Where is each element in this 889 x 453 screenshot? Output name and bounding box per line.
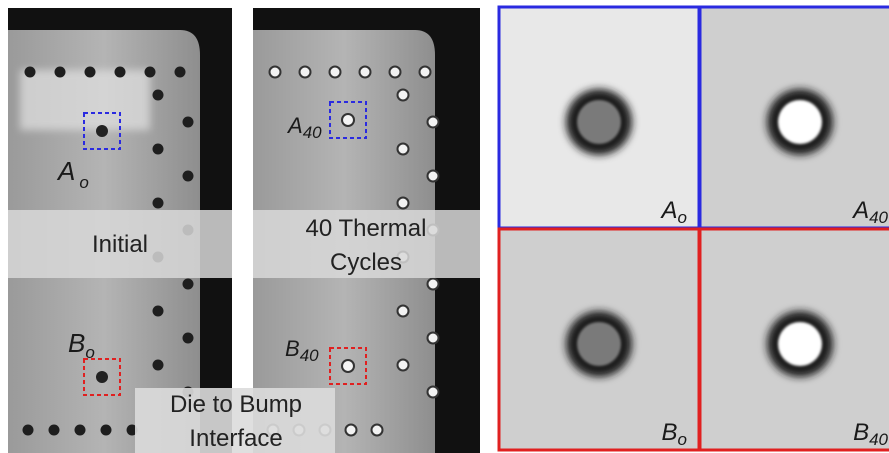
bump	[183, 279, 194, 290]
bump-core	[577, 100, 621, 144]
letter: A	[286, 113, 303, 138]
caption: Interface	[189, 425, 282, 452]
caption: 40 Thermal	[306, 215, 427, 242]
caption: Cycles	[330, 249, 402, 276]
bump	[75, 425, 86, 436]
bump	[49, 425, 60, 436]
bump	[428, 279, 439, 290]
bump	[342, 114, 354, 126]
bump	[183, 333, 194, 344]
subscript: 40	[300, 346, 319, 365]
caption: Initial	[92, 231, 148, 258]
bump	[153, 144, 164, 155]
bump	[342, 360, 354, 372]
bump	[153, 306, 164, 317]
bump	[346, 425, 357, 436]
bump	[360, 67, 371, 78]
letter: A	[56, 156, 75, 186]
letter: B	[68, 328, 85, 358]
bump	[390, 67, 401, 78]
bump	[428, 387, 439, 398]
bump	[398, 90, 409, 101]
bump	[183, 171, 194, 182]
subscript: o	[79, 173, 88, 192]
bump-core	[577, 322, 621, 366]
letter: A	[851, 197, 869, 224]
bump	[85, 67, 96, 78]
subscript: 40	[869, 208, 888, 227]
bump	[398, 360, 409, 371]
bump	[428, 171, 439, 182]
subscript: 40	[869, 430, 888, 449]
bump-core	[778, 100, 822, 144]
bump	[398, 198, 409, 209]
letter: B	[853, 419, 869, 446]
bump	[145, 67, 156, 78]
bump	[183, 117, 194, 128]
subscript: 40	[303, 123, 322, 142]
bump	[330, 67, 341, 78]
subscript: o	[85, 343, 94, 362]
bump	[428, 117, 439, 128]
bump	[428, 333, 439, 344]
letter: B	[662, 419, 678, 446]
letter: A	[660, 197, 678, 224]
bump	[398, 306, 409, 317]
bump	[23, 425, 34, 436]
caption: Die to Bump	[170, 391, 302, 418]
bump	[115, 67, 126, 78]
bump	[25, 67, 36, 78]
bump	[55, 67, 66, 78]
bump	[175, 67, 186, 78]
bump	[96, 371, 108, 383]
subscript: o	[678, 208, 687, 227]
bump	[372, 425, 383, 436]
bump	[96, 125, 108, 137]
bump	[101, 425, 112, 436]
bump	[420, 67, 431, 78]
figure: Initial 40 Thermal Cycles Die to Bump In…	[0, 0, 889, 453]
bump	[153, 90, 164, 101]
subscript: o	[678, 430, 687, 449]
bump-core	[778, 322, 822, 366]
bump	[153, 360, 164, 371]
bump	[153, 198, 164, 209]
bump	[270, 67, 281, 78]
letter: B	[285, 336, 300, 361]
bump	[398, 144, 409, 155]
bump	[300, 67, 311, 78]
